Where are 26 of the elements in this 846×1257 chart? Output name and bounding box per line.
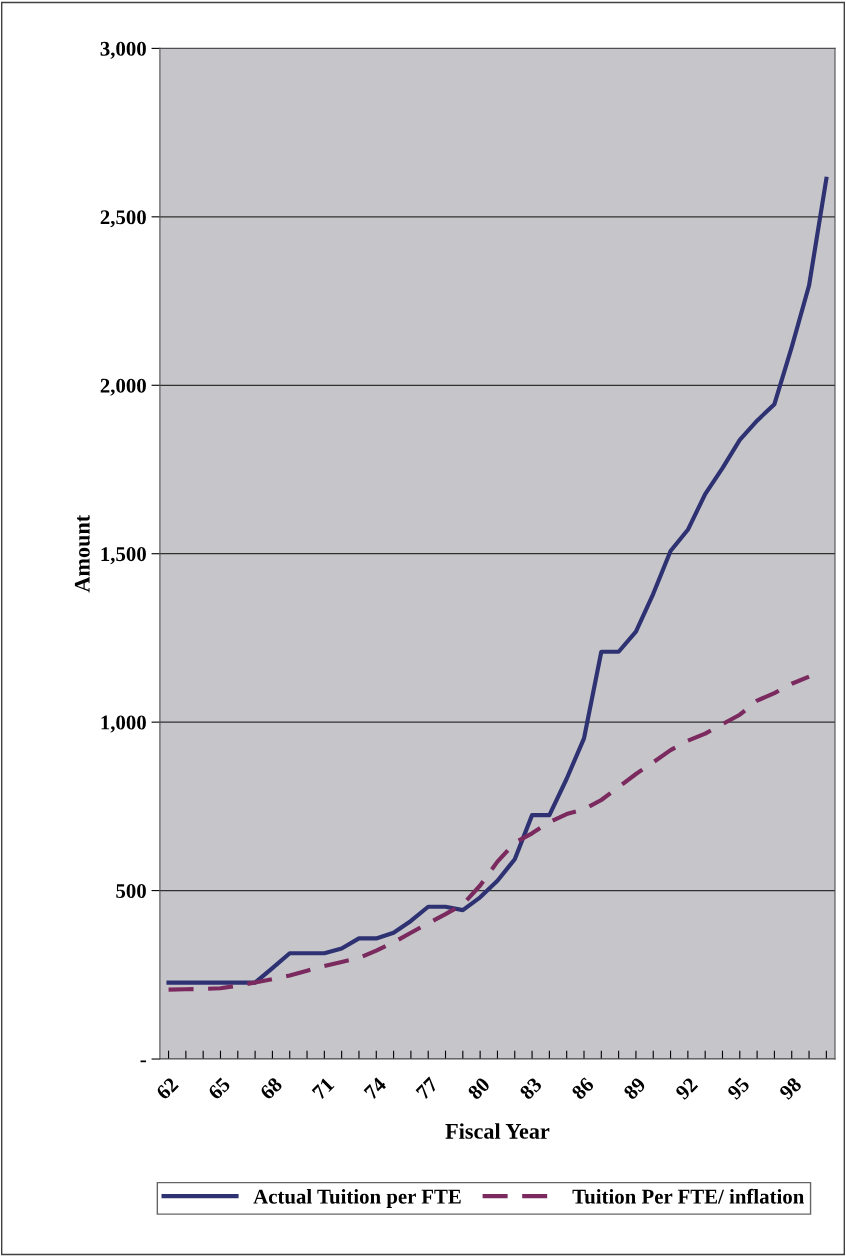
y-tick-label: 3,000: [100, 41, 146, 59]
line-series: [166, 674, 812, 992]
x-tick-label: 95: [726, 1076, 751, 1101]
x-tick-label: 83: [518, 1076, 543, 1101]
y-tick-label: 500: [116, 883, 146, 899]
legend-label: Actual Tuition per FTE: [253, 1189, 461, 1208]
legend-label: Tuition Per FTE/ inflation: [572, 1188, 805, 1204]
x-axis-title: Fiscal Year: [445, 1123, 550, 1139]
x-tick-label: 68: [259, 1076, 283, 1101]
x-tick-label: 92: [674, 1076, 699, 1101]
x-tick-label: 80: [467, 1076, 491, 1101]
x-tick-label: 74: [363, 1076, 387, 1100]
y-tick-label: -: [140, 1060, 146, 1063]
x-tick-label: 62: [155, 1076, 179, 1101]
x-tick-label: 65: [207, 1076, 231, 1101]
x-tick-label: 77: [415, 1076, 439, 1100]
y-tick-label: 1,000: [101, 715, 146, 733]
y-axis-title: Amount: [74, 514, 90, 593]
x-tick-label: 89: [622, 1076, 647, 1101]
x-tick-label: 71: [311, 1076, 335, 1100]
y-tick-label: 2,500: [100, 210, 146, 228]
y-tick-label: 1,500: [101, 547, 146, 565]
x-tick-label: 86: [570, 1076, 595, 1101]
x-tick-label: 98: [778, 1076, 803, 1101]
line-series: [166, 176, 829, 985]
y-tick-label: 2,000: [100, 378, 146, 396]
